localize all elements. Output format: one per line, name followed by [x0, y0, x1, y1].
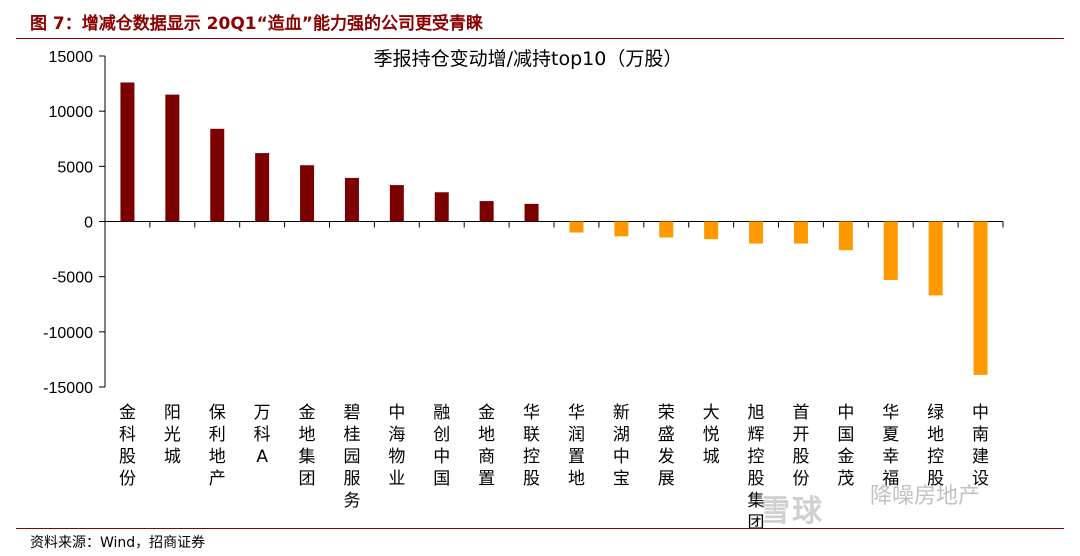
y-tick-label: 15000 — [49, 49, 94, 66]
category-label: 绿地控股 — [927, 403, 944, 489]
bar — [749, 221, 764, 244]
category-label: 新湖中宝 — [613, 403, 630, 489]
figure-title: 图 7：增减仓数据显示 20Q1“造血”能力强的公司更受青睐 — [30, 14, 483, 34]
category-label: 荣盛发展 — [658, 403, 675, 489]
y-tick-label: 0 — [84, 215, 93, 232]
bars — [120, 82, 988, 375]
y-tick-label: -10000 — [43, 325, 93, 342]
category-label: 中国金茂 — [837, 403, 854, 489]
source-rule — [16, 528, 1064, 529]
watermark: 雪球 — [760, 494, 824, 529]
y-tick-label: -5000 — [52, 270, 93, 287]
category-label: 华夏幸福 — [882, 403, 899, 489]
bar — [165, 94, 180, 222]
bar — [569, 221, 584, 233]
bar — [300, 165, 315, 222]
watermark-account: 降噪房地产 — [870, 484, 981, 509]
bar — [210, 128, 225, 222]
category-label: 万科 A — [254, 403, 271, 467]
category-label: 中海物业 — [388, 403, 405, 489]
y-tick-label: 10000 — [49, 104, 94, 121]
bar — [973, 221, 988, 375]
category-label: 阳光城 — [164, 403, 181, 467]
bar — [659, 221, 674, 238]
y-tick-label: -15000 — [43, 380, 93, 397]
bar — [838, 221, 853, 251]
bar — [389, 185, 404, 222]
bar — [479, 201, 494, 222]
bar — [883, 221, 898, 280]
bar — [704, 221, 719, 240]
bar — [255, 153, 270, 222]
category-label: 中南建设 — [972, 403, 989, 489]
category-label: 保利地产 — [209, 403, 226, 489]
category-label: 华润置地 — [568, 403, 585, 489]
category-labels: 金科股份 阳光城 保利地产 万科 A 金地集团 碧桂园服务 中海物业 融创中国 金地商置 华联控股 华… — [119, 403, 989, 528]
bar — [344, 177, 359, 222]
bar — [928, 221, 943, 296]
category-label: 金科股份 — [119, 403, 136, 489]
category-label: 金地集团 — [299, 403, 316, 489]
chart-title: 季报持仓变动增/减持top10（万股） — [374, 48, 683, 70]
category-label: 首开股份 — [792, 403, 809, 489]
bar — [120, 82, 135, 222]
bar — [793, 221, 808, 244]
category-label: 金地商置 — [478, 403, 495, 489]
category-label: 融创中国 — [433, 403, 450, 489]
title-rule — [16, 38, 1064, 39]
category-label: 旭辉控股集团 — [748, 403, 765, 528]
bar-chart: 季报持仓变动增/减持top10（万股） 15000 10000 5000 0 -5000… — [43, 48, 1004, 528]
bar — [524, 203, 539, 222]
y-tick-label: 5000 — [57, 159, 93, 176]
source-note: 资料来源：Wind，招商证券 — [30, 535, 206, 551]
category-label: 大悦城 — [703, 403, 720, 467]
bar — [614, 221, 629, 237]
bar — [434, 192, 449, 222]
category-label: 碧桂园服务 — [343, 403, 360, 511]
axes: 15000 10000 5000 0 -5000 -10000 -15000 — [43, 49, 1004, 397]
category-label: 华联控股 — [523, 403, 540, 489]
